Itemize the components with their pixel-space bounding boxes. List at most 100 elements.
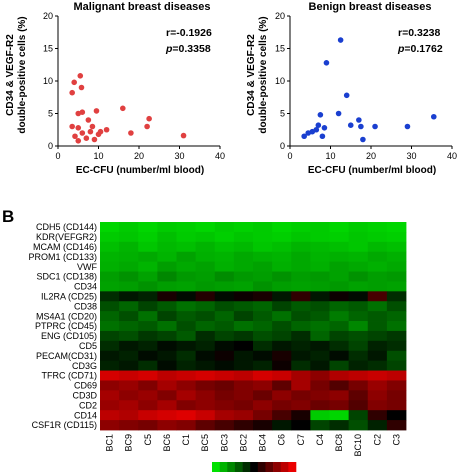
benign-point	[315, 122, 322, 128]
heatmap-cell	[214, 241, 235, 253]
heatmap-cell	[329, 400, 350, 411]
heatmap-cell	[329, 222, 350, 233]
heatmap-cell	[348, 241, 369, 253]
heatmap-cell	[195, 321, 216, 332]
heatmap-cell	[214, 370, 235, 381]
heatmap-cell	[214, 350, 235, 362]
heatmap-cell	[119, 291, 139, 302]
heatmap-cell	[272, 420, 292, 431]
heatmap-cell	[253, 350, 273, 362]
heatmap-cell	[233, 330, 254, 342]
heatmap-cell	[138, 420, 158, 431]
heatmap-cell	[100, 400, 120, 411]
heatmap-cell	[272, 311, 292, 322]
benign-y-tick-label: 20	[275, 11, 285, 21]
benign-r-value: r=0.3238	[398, 27, 440, 39]
heatmap-cell	[272, 370, 292, 381]
heatmap-cell	[233, 251, 254, 263]
heatmap-row-label: SDC1 (CD138)	[36, 272, 97, 282]
heatmap-cell	[386, 360, 407, 371]
malignant-point	[91, 136, 98, 143]
heatmap-cell	[386, 390, 407, 401]
heatmap-cell	[272, 390, 292, 401]
benign-y-tick-label: 15	[275, 44, 285, 54]
heatmap-cell	[253, 231, 273, 243]
heatmap-cell	[100, 410, 120, 421]
heatmap-cell	[195, 340, 216, 352]
heatmap-cell	[100, 420, 120, 431]
heatmap-cell	[367, 222, 388, 233]
heatmap-cell	[291, 420, 311, 431]
heatmap-cell	[214, 281, 235, 292]
benign-point	[323, 60, 330, 66]
heatmap-cell	[214, 410, 235, 421]
benign-point	[313, 126, 320, 133]
heatmap-cell	[310, 281, 330, 292]
heatmap-cell	[100, 311, 120, 322]
heatmap-cell	[138, 360, 158, 371]
benign-point	[347, 122, 354, 128]
heatmap-cell	[272, 400, 292, 411]
heatmap-cell	[367, 311, 388, 322]
scatter-benign: Benign breast diseases CD34 & VEGF-R2 do…	[246, 1, 457, 176]
heatmap-column-label: C7	[296, 434, 306, 446]
heatmap-cell	[176, 360, 197, 371]
heatmap-cell	[119, 321, 139, 332]
malignant-point	[87, 128, 94, 135]
heatmap-cell	[291, 231, 311, 243]
heatmap-cell	[291, 400, 311, 411]
heatmap-cell	[329, 420, 350, 431]
heatmap-cell	[195, 241, 216, 253]
heatmap-cell	[195, 400, 216, 411]
heatmap-cell	[195, 261, 216, 272]
heatmap-cell	[195, 330, 216, 342]
heatmap-cell	[253, 271, 273, 282]
heatmap-cell	[272, 231, 292, 243]
heatmap-column-label: BC3	[219, 434, 229, 452]
heatmap-cell	[176, 380, 197, 391]
heatmap-cell	[367, 241, 388, 253]
heatmap-cell	[195, 350, 216, 362]
heatmap-cell	[100, 271, 120, 282]
heatmap-cell	[138, 291, 158, 302]
heatmap-column-label: C5	[143, 434, 153, 446]
heatmap-cell	[310, 231, 330, 243]
malignant-x-tick-label: 40	[215, 151, 225, 161]
color-legend-swatch	[219, 462, 228, 472]
color-legend-swatch	[212, 462, 220, 472]
heatmap-cell	[310, 350, 330, 362]
heatmap-cell	[367, 350, 388, 362]
heatmap-cell	[195, 301, 216, 312]
heatmap-cell	[272, 350, 292, 362]
heatmap-cell	[138, 321, 158, 332]
benign-p-value: p=0.1762	[397, 43, 443, 55]
heatmap-cell	[138, 390, 158, 401]
heatmap-cell	[176, 350, 197, 362]
heatmap-cell	[100, 380, 120, 391]
heatmap-cell	[272, 281, 292, 292]
heatmap-cell	[157, 251, 177, 263]
benign-y-label-line2: double-positive cells (%)	[258, 16, 269, 133]
heatmap-cell	[310, 311, 330, 322]
malignant-point	[69, 123, 75, 130]
malignant-y-tick-label: 5	[48, 109, 53, 119]
malignant-point	[77, 73, 84, 79]
heatmap-cell	[310, 301, 330, 312]
heatmap-cell	[233, 291, 254, 302]
heatmap-cell	[253, 360, 273, 371]
heatmap-column-label: BC2	[238, 434, 248, 452]
heatmap-cell	[329, 330, 350, 342]
heatmap-cell	[176, 231, 197, 243]
heatmap-cell	[367, 360, 388, 371]
heatmap-cell	[119, 222, 139, 233]
heatmap-cell	[291, 222, 311, 233]
color-legend-swatch	[227, 462, 236, 472]
heatmap-cell	[119, 311, 139, 322]
malignant-y-label-line1: CD34 & VEGF-R2	[5, 34, 16, 116]
heatmap-cell	[272, 301, 292, 312]
heatmap-cell	[329, 380, 350, 391]
heatmap-cell	[233, 350, 254, 362]
heatmap-cell	[138, 370, 158, 381]
heatmap-cell	[119, 301, 139, 312]
heatmap-cell	[310, 390, 330, 401]
